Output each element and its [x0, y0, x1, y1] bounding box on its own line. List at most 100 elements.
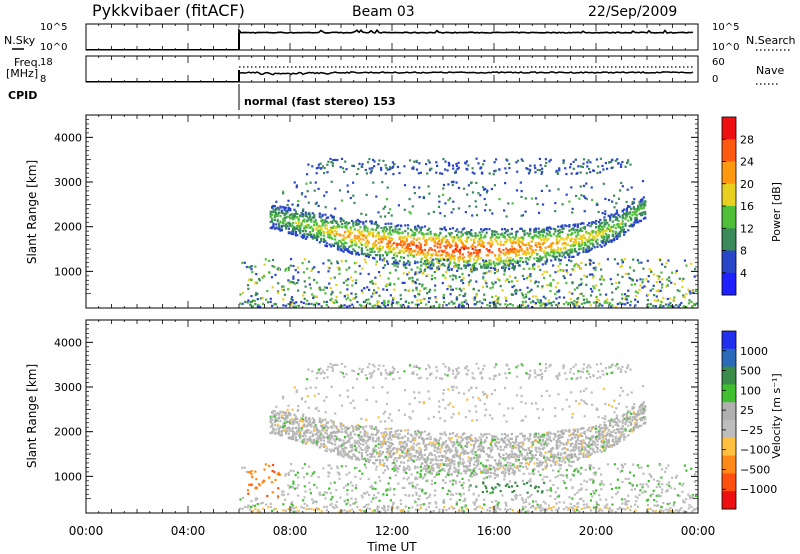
power-cell [378, 294, 381, 297]
power-cell [345, 236, 348, 239]
power-cell [641, 281, 644, 284]
power-cell [590, 259, 593, 262]
velocity-cell [425, 443, 428, 447]
power-cell [375, 263, 378, 266]
power-cell [385, 166, 388, 170]
power-cell [271, 217, 274, 220]
power-cell [516, 170, 519, 173]
velocity-cell [279, 426, 282, 429]
power-cell [600, 275, 603, 278]
velocity-cell [404, 446, 407, 449]
power-cell [328, 234, 331, 237]
power-cell [540, 172, 543, 175]
power-cell [416, 261, 419, 264]
power-cell [403, 208, 406, 211]
power-cell [463, 300, 466, 304]
velocity-cell [418, 458, 421, 461]
power-cell [499, 260, 502, 263]
power-cell [444, 246, 448, 249]
power-cell [589, 248, 592, 251]
velocity-cell [311, 440, 314, 444]
power-cell [505, 171, 508, 174]
power-cell [588, 258, 591, 262]
velocity-cell [301, 440, 305, 443]
power-cell [273, 210, 276, 213]
power-cell [273, 218, 276, 222]
power-cell [537, 230, 540, 233]
velocity-cell [433, 454, 436, 457]
power-cell [309, 181, 312, 184]
power-cell [633, 198, 636, 201]
power-cell [418, 247, 421, 250]
power-cell [585, 275, 588, 278]
power-cell [625, 207, 628, 210]
power-cell [411, 242, 414, 245]
power-cell [285, 225, 288, 228]
power-cell [536, 203, 539, 206]
velocity-cell [397, 448, 400, 451]
velocity-cell [372, 438, 375, 441]
power-cell [565, 301, 568, 304]
power-cell [419, 252, 422, 255]
power-cell [276, 214, 279, 217]
velocity-cell [356, 442, 359, 445]
power-cell [573, 299, 576, 303]
power-cell [520, 190, 523, 193]
velocity-cell [447, 458, 450, 461]
velocity-cell [477, 448, 480, 452]
power-cell [583, 210, 586, 213]
velocity-cell [287, 427, 290, 430]
velocity-cell [409, 433, 412, 436]
velocity-cell [348, 440, 351, 444]
velocity-cell [442, 441, 445, 444]
power-cell [638, 208, 641, 211]
power-cell [583, 236, 586, 240]
power-cell [580, 194, 583, 197]
velocity-cell [324, 429, 327, 432]
power-cell [435, 237, 438, 240]
power-cell [374, 244, 377, 247]
power-cell [541, 233, 544, 236]
power-cell [436, 254, 439, 257]
velocity-cell [358, 451, 361, 454]
velocity-cell [348, 426, 351, 429]
power-cell [275, 208, 278, 211]
power-cell [277, 268, 280, 271]
power-cell [320, 227, 323, 230]
power-cell [408, 263, 411, 266]
velocity-cell [494, 459, 497, 462]
power-cell [534, 230, 537, 233]
power-cell [613, 258, 616, 261]
power-cell [359, 233, 362, 236]
power-cell [620, 264, 623, 267]
velocity-cell [341, 454, 344, 457]
velocity-cell [474, 451, 477, 454]
velocity-cell [477, 463, 480, 466]
power-cell [423, 269, 426, 272]
power-cell [557, 233, 560, 236]
velocity-cell [401, 444, 404, 447]
power-cell [610, 239, 613, 242]
velocity-cell [297, 430, 300, 433]
velocity-cell [492, 465, 495, 469]
power-cell [257, 278, 261, 281]
power-cell [290, 298, 293, 301]
power-cell [597, 299, 600, 302]
velocity-cell [422, 442, 425, 445]
power-cell [447, 253, 450, 256]
velocity-cell [374, 426, 377, 429]
power-cell [505, 215, 508, 218]
power-cell [318, 212, 321, 215]
power-cell [322, 238, 326, 241]
velocity-cell [463, 461, 466, 464]
power-cell [432, 258, 435, 261]
power-cell [363, 252, 366, 255]
power-cell [545, 232, 549, 235]
power-cell [475, 268, 478, 271]
power-cell [645, 278, 648, 281]
power-cell [502, 252, 505, 255]
velocity-cell [474, 460, 477, 463]
power-cell [453, 255, 456, 258]
power-cell [670, 281, 673, 284]
power-cell [562, 303, 566, 306]
